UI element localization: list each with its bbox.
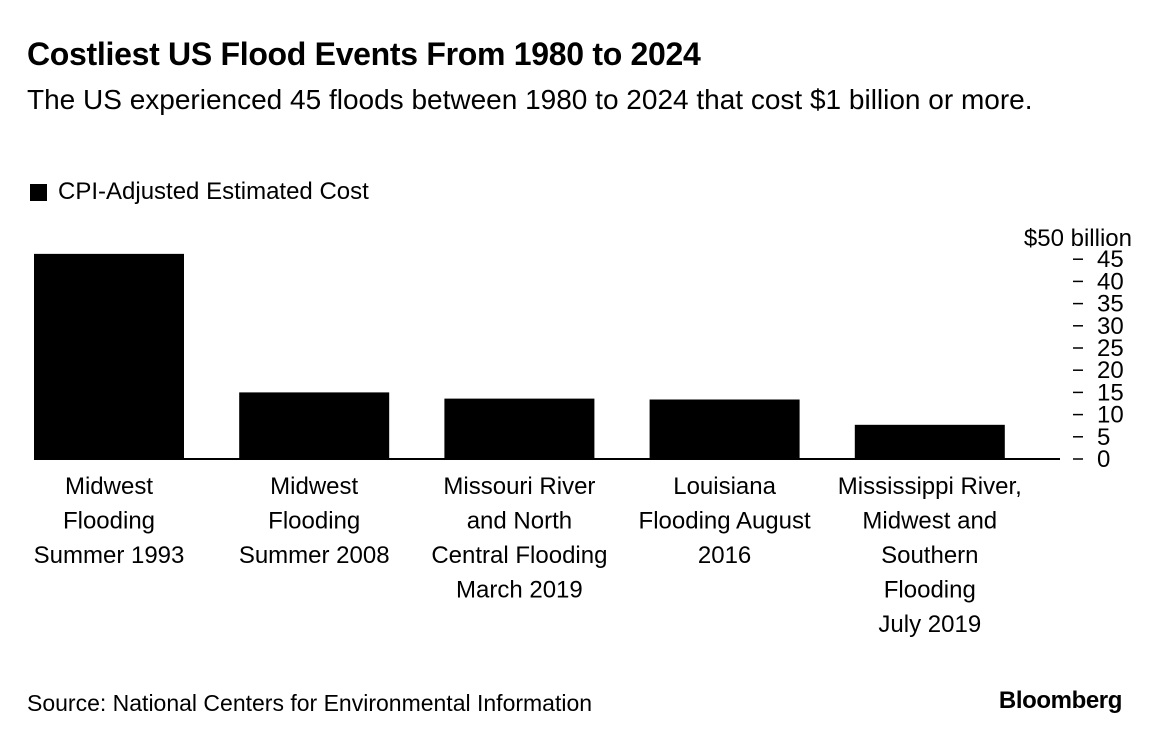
category-label: Midwest Flooding Summer 1993 [34,473,185,569]
brand-logo: Bloomberg [999,687,1122,715]
y-axis-top-label: $50 billion [1024,225,1132,252]
source-note: Source: National Centers for Environment… [27,690,592,717]
bar [855,425,1005,459]
category-label: Louisiana Flooding August 2016 [639,473,811,569]
bar-chart: Midwest Flooding Summer 1993 Midwest Floodin… [0,0,1158,660]
bar [444,399,594,459]
bar [650,400,800,459]
category-label: Mississippi River, Midwest and Southern Flo… [838,473,1022,638]
bar [34,254,184,459]
category-label: Midwest Flooding Summer 2008 [239,473,390,569]
bar [239,392,389,459]
category-label: Missouri River and North Central Flooding M… [431,473,607,604]
